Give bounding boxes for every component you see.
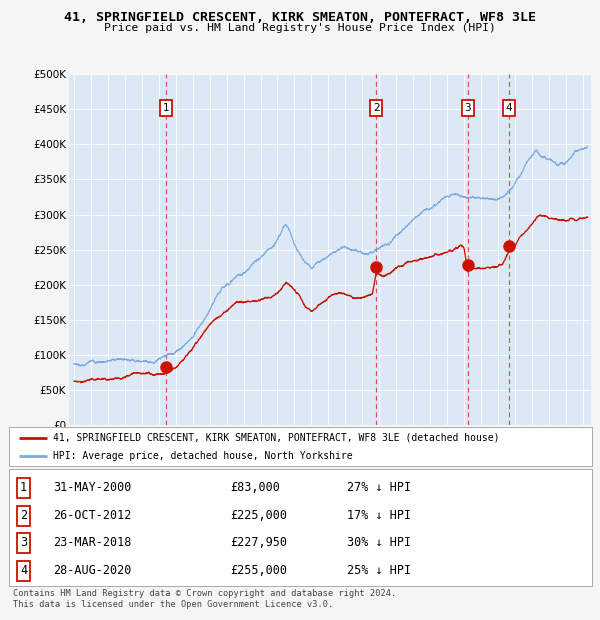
Text: 26-OCT-2012: 26-OCT-2012	[53, 510, 131, 523]
Text: 25% ↓ HPI: 25% ↓ HPI	[347, 564, 412, 577]
Text: 30% ↓ HPI: 30% ↓ HPI	[347, 536, 412, 549]
Text: 1: 1	[20, 482, 27, 495]
Text: 2: 2	[20, 510, 27, 523]
Text: 27% ↓ HPI: 27% ↓ HPI	[347, 482, 412, 495]
Text: 1: 1	[163, 103, 169, 113]
Text: Contains HM Land Registry data © Crown copyright and database right 2024.: Contains HM Land Registry data © Crown c…	[13, 589, 397, 598]
Text: 41, SPRINGFIELD CRESCENT, KIRK SMEATON, PONTEFRACT, WF8 3LE: 41, SPRINGFIELD CRESCENT, KIRK SMEATON, …	[64, 11, 536, 24]
Text: £225,000: £225,000	[230, 510, 287, 523]
Text: This data is licensed under the Open Government Licence v3.0.: This data is licensed under the Open Gov…	[13, 600, 334, 609]
Text: 28-AUG-2020: 28-AUG-2020	[53, 564, 131, 577]
Text: 4: 4	[20, 564, 27, 577]
Text: 23-MAR-2018: 23-MAR-2018	[53, 536, 131, 549]
Text: 31-MAY-2000: 31-MAY-2000	[53, 482, 131, 495]
Text: £83,000: £83,000	[230, 482, 280, 495]
Text: Price paid vs. HM Land Registry's House Price Index (HPI): Price paid vs. HM Land Registry's House …	[104, 23, 496, 33]
Text: 3: 3	[20, 536, 27, 549]
Text: HPI: Average price, detached house, North Yorkshire: HPI: Average price, detached house, Nort…	[53, 451, 352, 461]
Text: 17% ↓ HPI: 17% ↓ HPI	[347, 510, 412, 523]
Text: 2: 2	[373, 103, 379, 113]
Text: 3: 3	[464, 103, 471, 113]
Text: £255,000: £255,000	[230, 564, 287, 577]
Text: 4: 4	[506, 103, 512, 113]
Text: £227,950: £227,950	[230, 536, 287, 549]
Text: 41, SPRINGFIELD CRESCENT, KIRK SMEATON, PONTEFRACT, WF8 3LE (detached house): 41, SPRINGFIELD CRESCENT, KIRK SMEATON, …	[53, 433, 499, 443]
